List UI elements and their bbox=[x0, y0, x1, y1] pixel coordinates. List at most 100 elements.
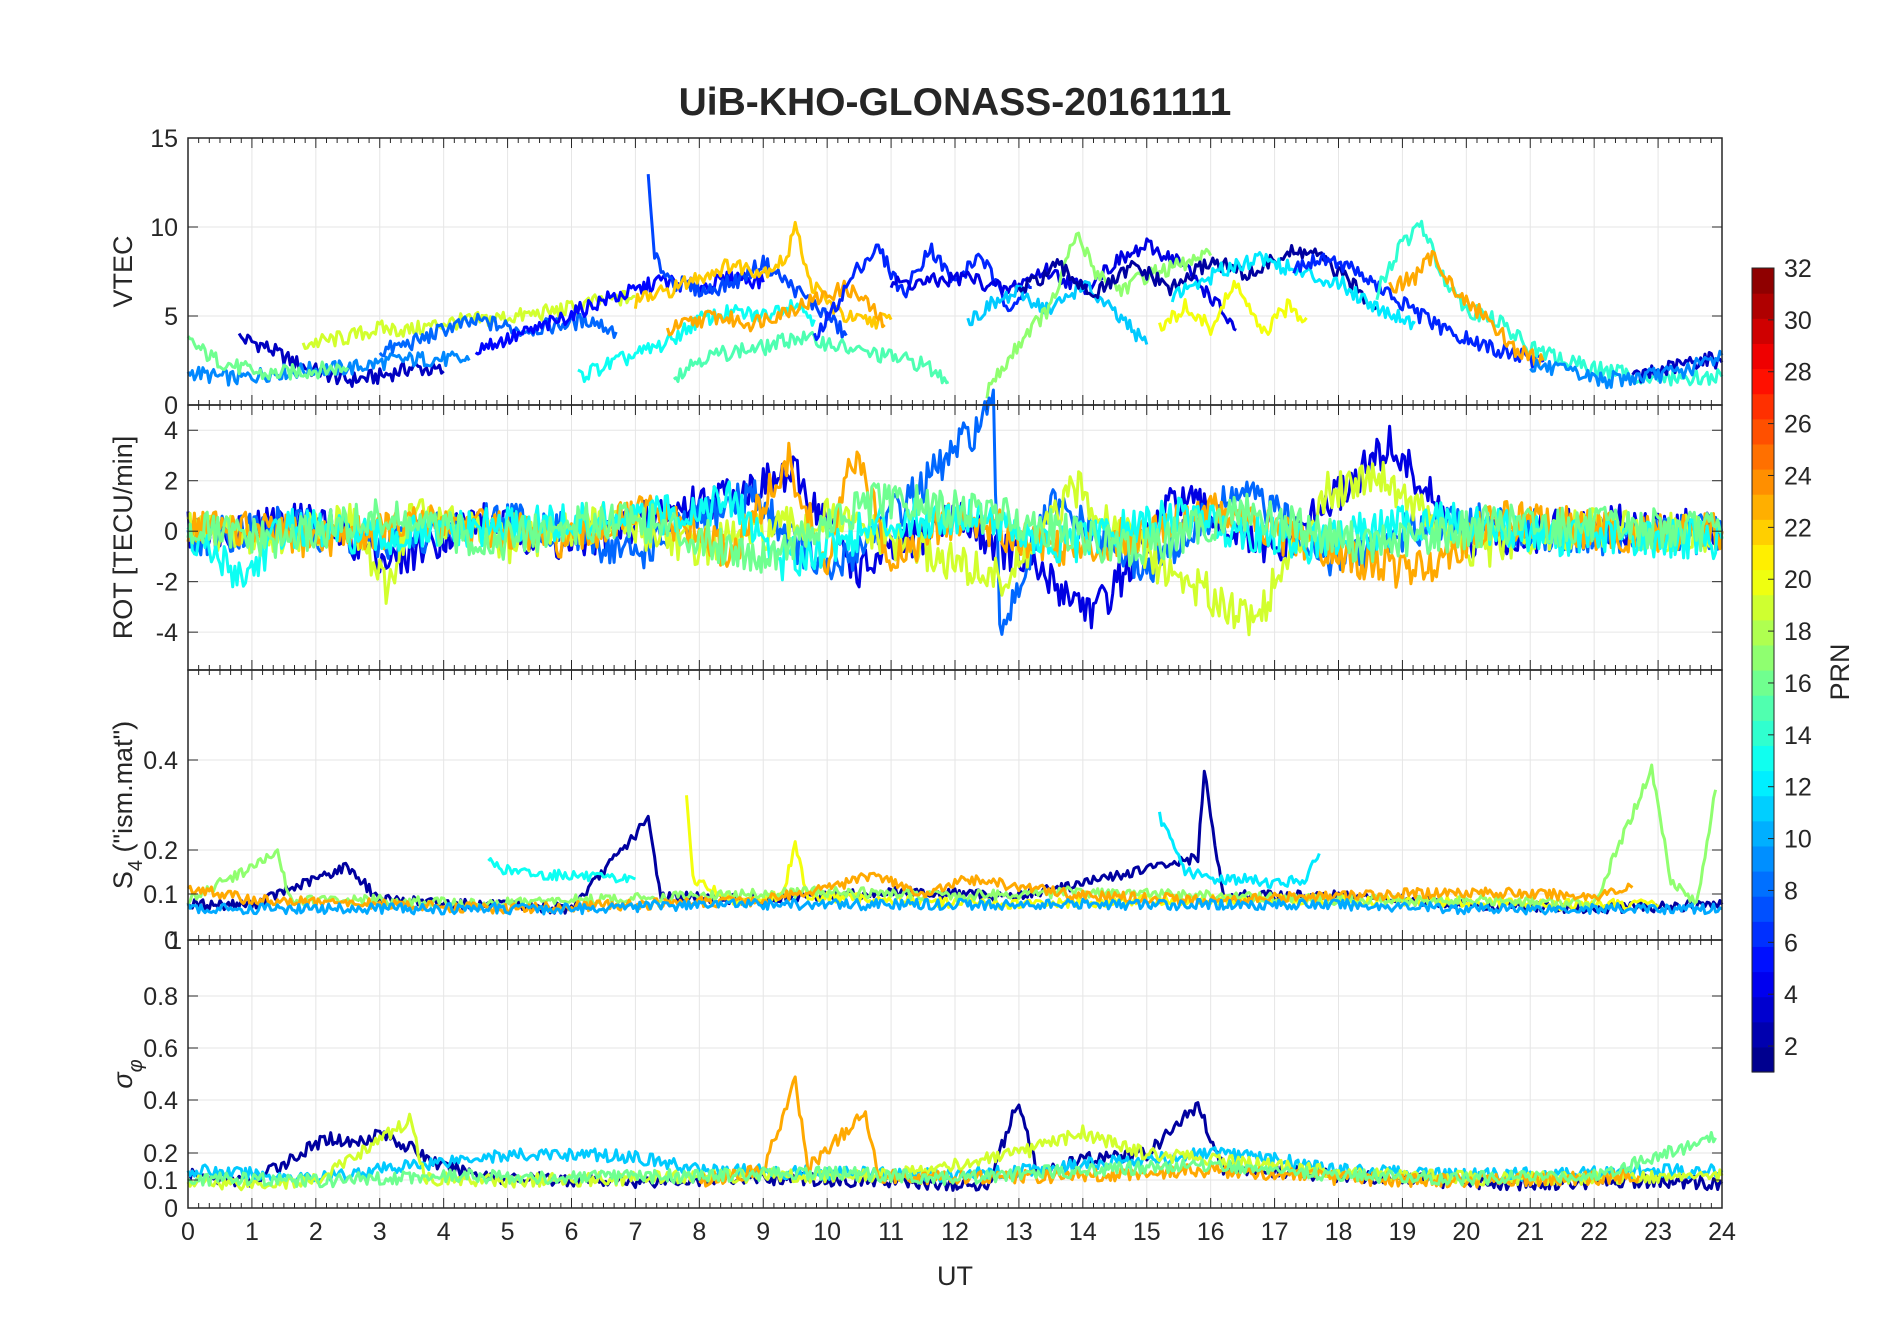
colorbar-frame bbox=[1751, 267, 1775, 1073]
colorbar-segment bbox=[1752, 946, 1774, 973]
x-tick-label: 22 bbox=[1580, 1218, 1608, 1246]
colorbar-tick-label: 12 bbox=[1784, 774, 1812, 802]
x-tick-label: 7 bbox=[628, 1218, 642, 1246]
colorbar-label: PRN bbox=[1825, 643, 1855, 700]
colorbar-segment bbox=[1752, 418, 1774, 445]
series-line-prn-6 bbox=[812, 242, 1032, 342]
y-tick-label: 0 bbox=[164, 392, 178, 420]
x-tick-label: 20 bbox=[1452, 1218, 1480, 1246]
colorbar-tick-label: 2 bbox=[1784, 1033, 1798, 1061]
y-axis-label-rest: ("ism.mat") bbox=[108, 721, 138, 860]
colorbar-segment bbox=[1752, 820, 1774, 847]
series-line-prn-6 bbox=[1292, 252, 1545, 369]
series-line-prn-20 bbox=[1158, 279, 1308, 336]
series-line-prn-15 bbox=[672, 330, 950, 385]
x-tick-label: 4 bbox=[437, 1218, 451, 1246]
series-line-prn-4 bbox=[889, 237, 1237, 332]
x-ticks-sigma_phi bbox=[187, 940, 1723, 1208]
y-tick-label: 0 bbox=[164, 1195, 178, 1223]
x-tick-label: 15 bbox=[1133, 1218, 1161, 1246]
colorbar-segment bbox=[1752, 569, 1774, 596]
colorbar-segment bbox=[1752, 745, 1774, 772]
x-tick-label: 10 bbox=[813, 1218, 841, 1246]
x-tick-label: 6 bbox=[565, 1218, 579, 1246]
y-tick-label: 0.2 bbox=[143, 837, 178, 865]
colorbar-tick-label: 8 bbox=[1784, 877, 1798, 905]
y-tick-label: 0.2 bbox=[143, 1140, 178, 1168]
y-tick-label: 0.4 bbox=[143, 1087, 178, 1115]
y-axis-label-main: σ bbox=[108, 1071, 138, 1089]
y-tick-label: 15 bbox=[150, 125, 178, 153]
series-line-prn-2 bbox=[1017, 244, 1378, 311]
colorbar-tick-label: 28 bbox=[1784, 359, 1812, 387]
series-group-vtec bbox=[186, 173, 1724, 399]
y-axis-label-sigma_phi: σφ bbox=[108, 1059, 147, 1088]
colorbar-segment bbox=[1752, 443, 1774, 470]
y-tick-label: 2 bbox=[164, 468, 178, 496]
colorbar-tick-label: 16 bbox=[1784, 670, 1812, 698]
colorbar-segment bbox=[1752, 343, 1774, 370]
x-tick-label: 23 bbox=[1644, 1218, 1672, 1246]
colorbar-segment bbox=[1752, 695, 1774, 721]
colorbar-segment bbox=[1752, 469, 1774, 495]
y-ticks-sigma_phi bbox=[188, 995, 1722, 1209]
y-axis-label-sub: φ bbox=[125, 1059, 147, 1072]
x-tick-label: 2 bbox=[309, 1218, 323, 1246]
colorbar-segment bbox=[1752, 393, 1774, 420]
colorbar-segment bbox=[1752, 845, 1774, 872]
colorbar-tick-label: 30 bbox=[1784, 307, 1812, 335]
series-line-prn-16 bbox=[186, 1131, 1717, 1189]
x-tick-label: 9 bbox=[756, 1218, 770, 1246]
x-tick-label: 16 bbox=[1197, 1218, 1225, 1246]
series-line-prn-16 bbox=[186, 335, 350, 381]
series-line-prn-16 bbox=[186, 482, 1723, 574]
series-line-prn-22 bbox=[633, 220, 893, 330]
colorbar-segment bbox=[1752, 644, 1774, 671]
panel-vtec: 0 5 10 15 VTEC bbox=[108, 125, 1724, 420]
y-tick-label: 10 bbox=[150, 214, 178, 242]
x-ticks-rot bbox=[187, 405, 1723, 670]
series-group-s4 bbox=[186, 763, 1724, 916]
colorbar-segment bbox=[1752, 795, 1774, 822]
y-tick-label: 0.4 bbox=[143, 747, 178, 775]
x-tick-label: 0 bbox=[181, 1218, 195, 1246]
series-group-rot bbox=[186, 388, 1724, 637]
x-ticks-vtec bbox=[187, 138, 1723, 405]
colorbar-segment bbox=[1752, 368, 1774, 395]
x-tick-label: 13 bbox=[1005, 1218, 1033, 1246]
series-line-prn-10 bbox=[186, 897, 1723, 916]
colorbar-segment bbox=[1752, 619, 1774, 646]
colorbar-segment bbox=[1752, 318, 1774, 344]
colorbar-tick-label: 20 bbox=[1784, 566, 1812, 594]
chart-title: UiB-KHO-GLONASS-20161111 bbox=[679, 81, 1232, 124]
series-line-prn-17 bbox=[985, 231, 1213, 399]
series-line-prn-9 bbox=[186, 350, 471, 387]
y-ticks-s4 bbox=[188, 759, 1722, 895]
y-tick-label: 0.8 bbox=[143, 983, 178, 1011]
series-line-prn-8 bbox=[378, 312, 618, 358]
colorbar-segment bbox=[1752, 670, 1774, 696]
colorbar-segment bbox=[1752, 770, 1774, 797]
y-tick-label: 1 bbox=[168, 927, 182, 955]
y-tick-label: 4 bbox=[164, 417, 178, 445]
y-tick-label: -4 bbox=[156, 619, 178, 647]
x-tick-label: 1 bbox=[245, 1218, 259, 1246]
colorbar-segment bbox=[1752, 268, 1774, 294]
y-axis-label-rot: ROT [TECU/min] bbox=[108, 436, 138, 640]
colorbar-tick-label: 26 bbox=[1784, 411, 1812, 439]
colorbar-segment bbox=[1752, 494, 1774, 520]
colorbar-segment bbox=[1752, 921, 1774, 947]
colorbar-segment bbox=[1752, 871, 1774, 897]
x-tick-label: 21 bbox=[1516, 1218, 1544, 1246]
y-tick-label: 0.1 bbox=[143, 1167, 178, 1195]
panel-rot: -4 -2 0 2 4 ROT [TECU/min] bbox=[108, 388, 1724, 671]
colorbar-segment bbox=[1752, 544, 1774, 571]
colorbar-tick-label: 18 bbox=[1784, 618, 1812, 646]
y-ticks-rot bbox=[188, 429, 1722, 633]
series-line-prn-5 bbox=[474, 270, 765, 356]
y-axis-label-main: S bbox=[108, 871, 138, 889]
colorbar-tick-label: 24 bbox=[1784, 462, 1812, 490]
x-tick-label: 17 bbox=[1261, 1218, 1289, 1246]
y-axis-label-s4: S4 ("ism.mat") bbox=[108, 721, 147, 889]
